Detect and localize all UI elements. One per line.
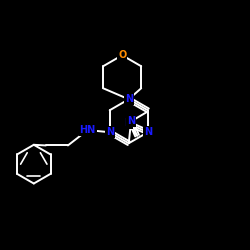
Text: N: N (106, 127, 114, 137)
Text: HN: HN (80, 125, 96, 135)
Text: N: N (144, 127, 152, 137)
Text: O: O (118, 50, 126, 60)
Text: N: N (124, 118, 132, 128)
Text: N: N (125, 94, 133, 104)
Text: N: N (127, 116, 135, 126)
